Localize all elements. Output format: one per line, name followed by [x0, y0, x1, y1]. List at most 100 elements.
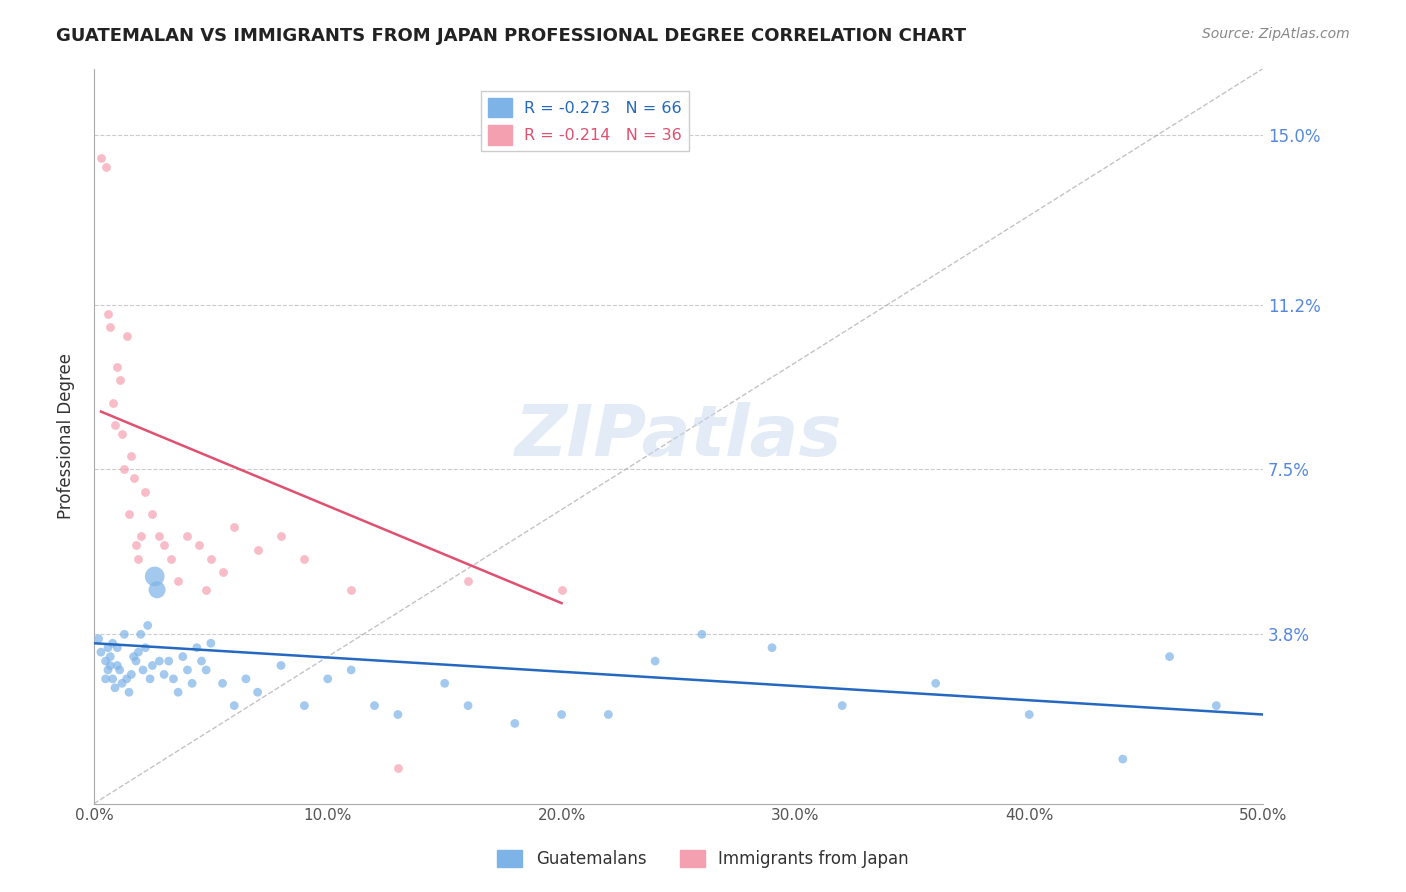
Point	[167, 685, 190, 699]
Point	[503, 716, 526, 731]
Point	[98, 649, 121, 664]
Point	[224, 698, 246, 713]
Point	[761, 640, 783, 655]
Point	[146, 582, 169, 597]
Point	[292, 698, 315, 713]
Point	[115, 328, 138, 343]
Point	[246, 685, 269, 699]
Point	[94, 654, 117, 668]
Point	[122, 649, 145, 664]
Point	[224, 520, 246, 534]
Point	[108, 373, 131, 387]
Point	[195, 582, 218, 597]
Point	[101, 395, 124, 409]
Point	[108, 663, 131, 677]
Point	[115, 672, 138, 686]
Point	[90, 645, 112, 659]
Point	[125, 538, 148, 552]
Point	[127, 645, 149, 659]
Point	[598, 707, 620, 722]
Text: GUATEMALAN VS IMMIGRANTS FROM JAPAN PROFESSIONAL DEGREE CORRELATION CHART: GUATEMALAN VS IMMIGRANTS FROM JAPAN PROF…	[56, 27, 966, 45]
Point	[141, 658, 163, 673]
Point	[157, 654, 180, 668]
Point	[340, 663, 363, 677]
Point	[387, 761, 409, 775]
Point	[94, 672, 117, 686]
Point	[120, 667, 142, 681]
Point	[153, 538, 176, 552]
Point	[98, 320, 121, 334]
Point	[162, 672, 184, 686]
Point	[105, 658, 128, 673]
Point	[188, 538, 211, 552]
Point	[181, 676, 204, 690]
Text: Source: ZipAtlas.com: Source: ZipAtlas.com	[1202, 27, 1350, 41]
Point	[690, 627, 713, 641]
Point	[111, 426, 134, 441]
Point	[90, 151, 112, 165]
Point	[104, 681, 127, 695]
Point	[118, 507, 141, 521]
Legend: Guatemalans, Immigrants from Japan: Guatemalans, Immigrants from Japan	[491, 843, 915, 875]
Point	[139, 672, 162, 686]
Point	[127, 551, 149, 566]
Point	[129, 627, 152, 641]
Point	[316, 672, 339, 686]
Point	[1205, 698, 1227, 713]
Point	[134, 484, 156, 499]
Point	[97, 307, 120, 321]
Point	[246, 542, 269, 557]
Point	[270, 658, 292, 673]
Point	[101, 636, 124, 650]
Point	[97, 640, 120, 655]
Point	[831, 698, 853, 713]
Point	[340, 582, 363, 597]
Point	[457, 698, 479, 713]
Point	[186, 640, 208, 655]
Point	[200, 551, 222, 566]
Point	[433, 676, 456, 690]
Point	[105, 359, 128, 374]
Point	[120, 449, 142, 463]
Point	[387, 707, 409, 722]
Point	[112, 462, 135, 476]
Point	[176, 663, 198, 677]
Point	[94, 160, 117, 174]
Point	[111, 676, 134, 690]
Point	[160, 551, 183, 566]
Point	[112, 627, 135, 641]
Point	[148, 654, 170, 668]
Point	[644, 654, 666, 668]
Legend: R = -0.273   N = 66, R = -0.214   N = 36: R = -0.273 N = 66, R = -0.214 N = 36	[481, 91, 689, 151]
Point	[363, 698, 385, 713]
Point	[105, 640, 128, 655]
Point	[143, 569, 166, 583]
Point	[457, 574, 479, 588]
Point	[136, 618, 159, 632]
Point	[101, 672, 124, 686]
Point	[98, 658, 121, 673]
Point	[118, 685, 141, 699]
Point	[1018, 707, 1040, 722]
Point	[1159, 649, 1181, 664]
Point	[550, 707, 572, 722]
Text: ZIPatlas: ZIPatlas	[515, 401, 842, 471]
Point	[211, 565, 233, 579]
Point	[211, 676, 233, 690]
Y-axis label: Professional Degree: Professional Degree	[58, 353, 75, 519]
Point	[132, 663, 155, 677]
Point	[292, 551, 315, 566]
Point	[176, 529, 198, 543]
Point	[550, 582, 572, 597]
Point	[134, 640, 156, 655]
Point	[167, 574, 190, 588]
Point	[235, 672, 257, 686]
Point	[104, 417, 127, 432]
Point	[195, 663, 218, 677]
Point	[190, 654, 212, 668]
Point	[97, 663, 120, 677]
Point	[122, 471, 145, 485]
Point	[200, 636, 222, 650]
Point	[270, 529, 292, 543]
Point	[125, 654, 148, 668]
